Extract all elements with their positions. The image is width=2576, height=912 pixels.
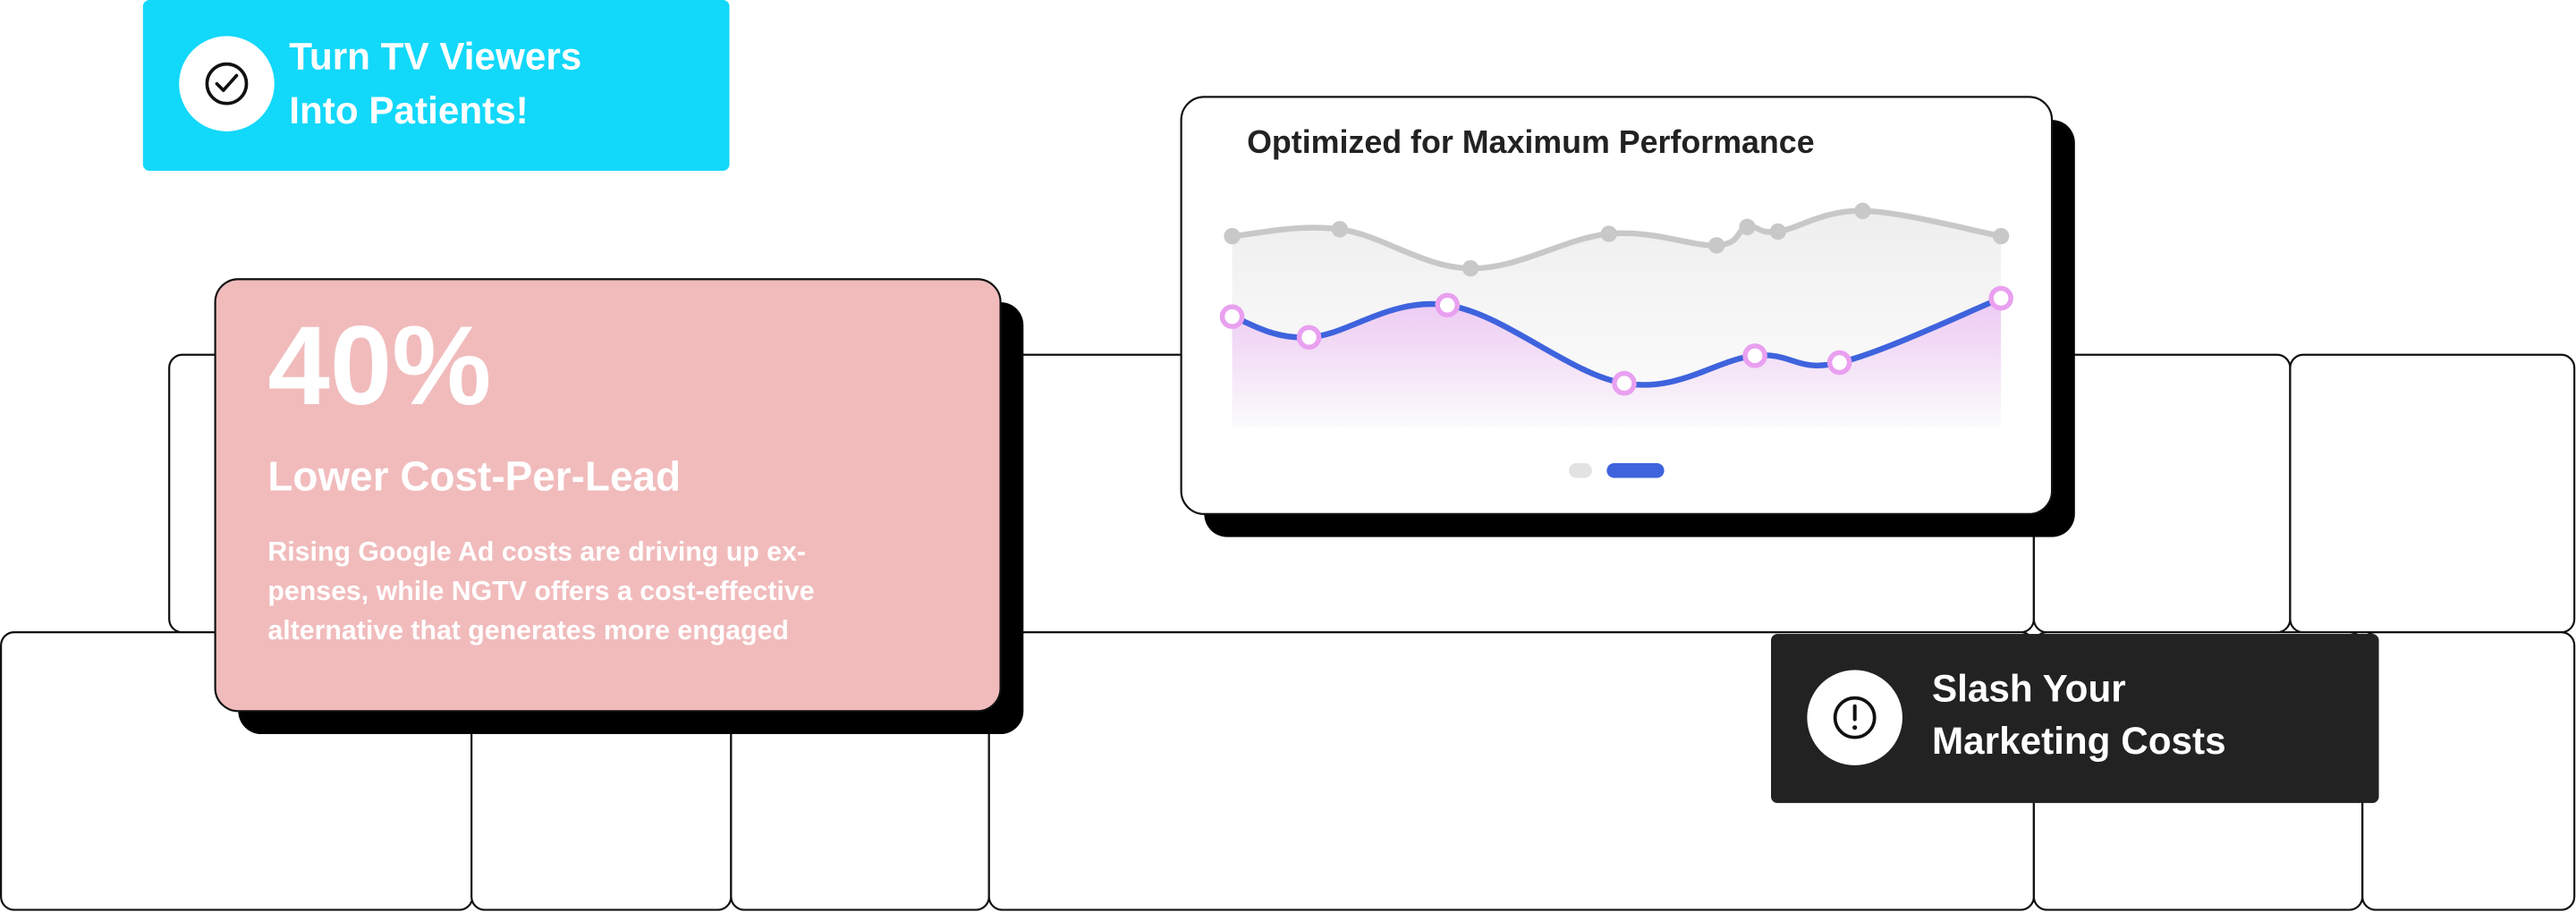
stat-value: 40%: [267, 304, 491, 428]
data-point: [1854, 202, 1871, 220]
data-point: [1219, 304, 1245, 329]
pager-dot-active[interactable]: [1606, 462, 1665, 478]
data-point: [1612, 370, 1637, 396]
series-area: [1232, 298, 2002, 427]
badge-text: Marketing Costs: [1932, 720, 2226, 762]
data-point: [1769, 223, 1787, 241]
data-point: [1739, 218, 1756, 236]
stat-body: Rising Google Ad costs are driving up ex…: [267, 537, 806, 567]
badge-text: Turn TV Viewers: [289, 35, 581, 77]
badge-bottom: Slash Your Marketing Costs: [1771, 633, 2379, 804]
data-point: [1296, 325, 1322, 350]
data-point: [1742, 343, 1767, 368]
chart-card: Optimized for Maximum Performance: [1180, 96, 2075, 537]
data-point: [1331, 221, 1349, 238]
data-point: [1224, 227, 1241, 245]
stat-heading: Lower Cost-Per-Lead: [267, 452, 681, 499]
data-point: [1988, 285, 2013, 311]
series-line: [1229, 207, 2004, 272]
stat-body: alternative that generates more engaged: [267, 616, 789, 646]
badge-text: Slash Your: [1932, 667, 2126, 709]
data-point: [1707, 237, 1725, 254]
pager-dot[interactable]: [1569, 462, 1592, 478]
plot: [1219, 202, 2013, 427]
data-point: [1826, 350, 1852, 376]
badge-text: Into Patients!: [289, 89, 528, 131]
data-point: [1600, 225, 1617, 242]
badge-top: Turn TV Viewers Into Patients!: [142, 0, 730, 172]
data-point: [1435, 292, 1461, 318]
stat-card: 40% Lower Cost-Per-Lead Rising Google Ad…: [214, 278, 1024, 735]
data-point: [1992, 227, 2010, 245]
stat-body: penses, while NGTV offers a cost-effecti…: [267, 577, 814, 606]
data-point: [1462, 259, 1479, 277]
chart-title: Optimized for Maximum Performance: [1247, 124, 1815, 160]
